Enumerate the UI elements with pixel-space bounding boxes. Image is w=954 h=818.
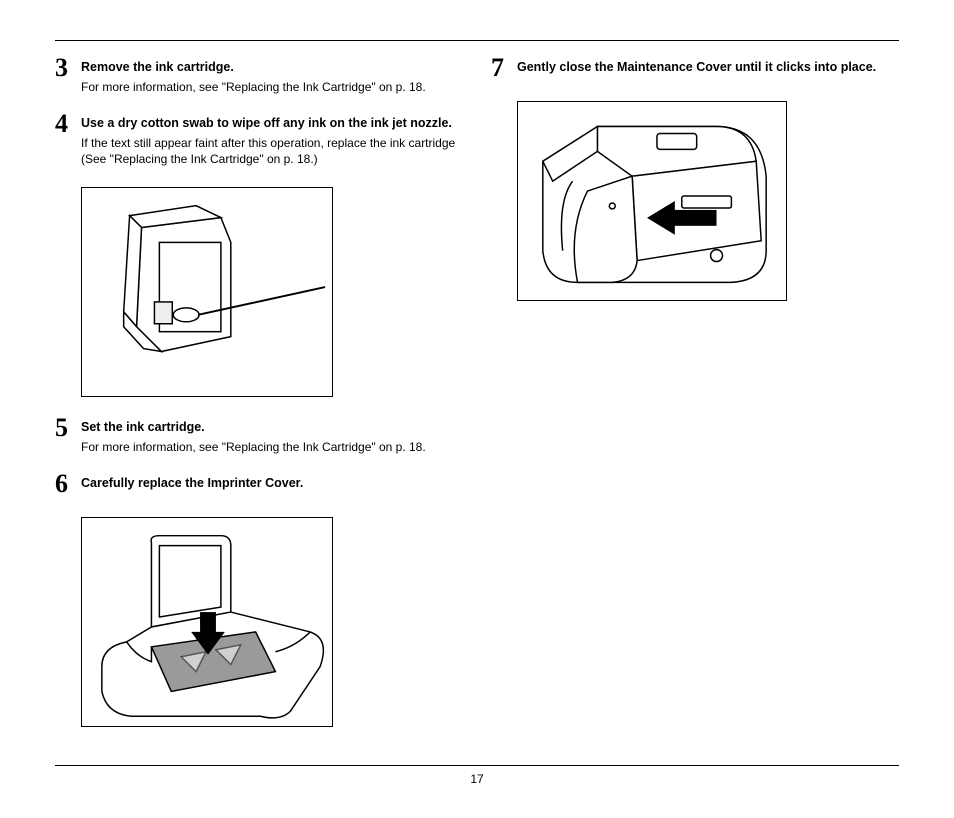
page-number: 17 <box>55 772 899 786</box>
step-body: Remove the ink cartridge. For more infor… <box>81 59 463 95</box>
step-3: 3 Remove the ink cartridge. For more inf… <box>55 59 463 95</box>
step-6: 6 Carefully replace the Imprinter Cover. <box>55 475 463 497</box>
page: 3 Remove the ink cartridge. For more inf… <box>0 0 954 749</box>
step-number: 5 <box>55 415 81 455</box>
figure-imprinter-cover <box>81 517 333 727</box>
step-body: Carefully replace the Imprinter Cover. <box>81 475 463 497</box>
step-body: Set the ink cartridge. For more informat… <box>81 419 463 455</box>
step-7: 7 Gently close the Maintenance Cover unt… <box>491 59 899 81</box>
step-desc: If the text still appear faint after thi… <box>81 135 463 167</box>
step-number: 3 <box>55 55 81 95</box>
cartridge-swab-illustration <box>82 187 332 397</box>
step-4: 4 Use a dry cotton swab to wipe off any … <box>55 115 463 167</box>
right-column: 7 Gently close the Maintenance Cover unt… <box>491 59 899 749</box>
step-number: 4 <box>55 111 81 167</box>
step-desc: For more information, see "Replacing the… <box>81 79 463 95</box>
content-columns: 3 Remove the ink cartridge. For more inf… <box>55 59 899 749</box>
step-desc: For more information, see "Replacing the… <box>81 439 463 455</box>
top-rule <box>55 40 899 41</box>
step-title: Carefully replace the Imprinter Cover. <box>81 475 463 492</box>
page-footer: 17 <box>55 765 899 786</box>
step-title: Use a dry cotton swab to wipe off any in… <box>81 115 463 132</box>
footer-rule <box>55 765 899 766</box>
step-body: Use a dry cotton swab to wipe off any in… <box>81 115 463 167</box>
step-title: Remove the ink cartridge. <box>81 59 463 76</box>
left-column: 3 Remove the ink cartridge. For more inf… <box>55 59 463 749</box>
step-title: Gently close the Maintenance Cover until… <box>517 59 899 76</box>
step-5: 5 Set the ink cartridge. For more inform… <box>55 419 463 455</box>
step-number: 7 <box>491 55 517 81</box>
step-title: Set the ink cartridge. <box>81 419 463 436</box>
step-body: Gently close the Maintenance Cover until… <box>517 59 899 81</box>
imprinter-cover-illustration <box>82 517 332 727</box>
maintenance-cover-illustration <box>518 101 786 301</box>
figure-maintenance-cover <box>517 101 787 301</box>
step-number: 6 <box>55 471 81 497</box>
figure-cartridge-swab <box>81 187 333 397</box>
